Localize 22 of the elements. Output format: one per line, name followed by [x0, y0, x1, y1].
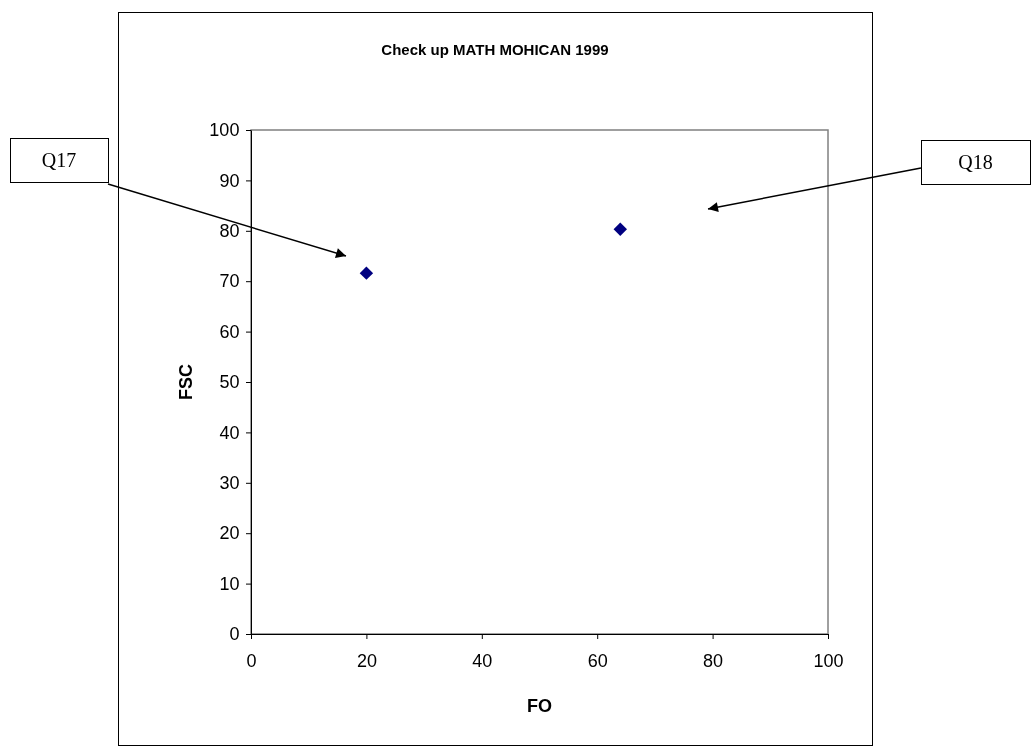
y-tick-label: 80 — [219, 221, 240, 242]
text: Q18 — [958, 151, 993, 173]
y-tick-label: 70 — [219, 271, 240, 292]
y-tick-label: 60 — [219, 321, 240, 342]
y-tick-label: 100 — [209, 120, 240, 141]
chart-title: Check up MATH MOHICAN 1999 — [381, 41, 609, 58]
y-tick-label: 0 — [229, 624, 240, 645]
x-tick-label: 60 — [587, 651, 608, 672]
y-tick-label: 30 — [219, 473, 240, 494]
y-tick-label: 40 — [219, 422, 240, 443]
x-tick-label: 40 — [472, 651, 493, 672]
y-axis-title: FSC — [176, 364, 196, 400]
text: Q17 — [41, 149, 77, 171]
x-axis-title: FO — [527, 696, 552, 716]
x-tick-label: 0 — [246, 651, 257, 672]
y-tick-label: 50 — [219, 372, 240, 393]
x-tick-label: 100 — [813, 651, 844, 672]
x-tick-label: 20 — [356, 651, 377, 672]
y-tick-label: 90 — [219, 170, 240, 191]
x-tick-label: 80 — [703, 651, 724, 672]
y-tick-label: 20 — [219, 523, 240, 544]
y-tick-label: 10 — [219, 573, 240, 594]
